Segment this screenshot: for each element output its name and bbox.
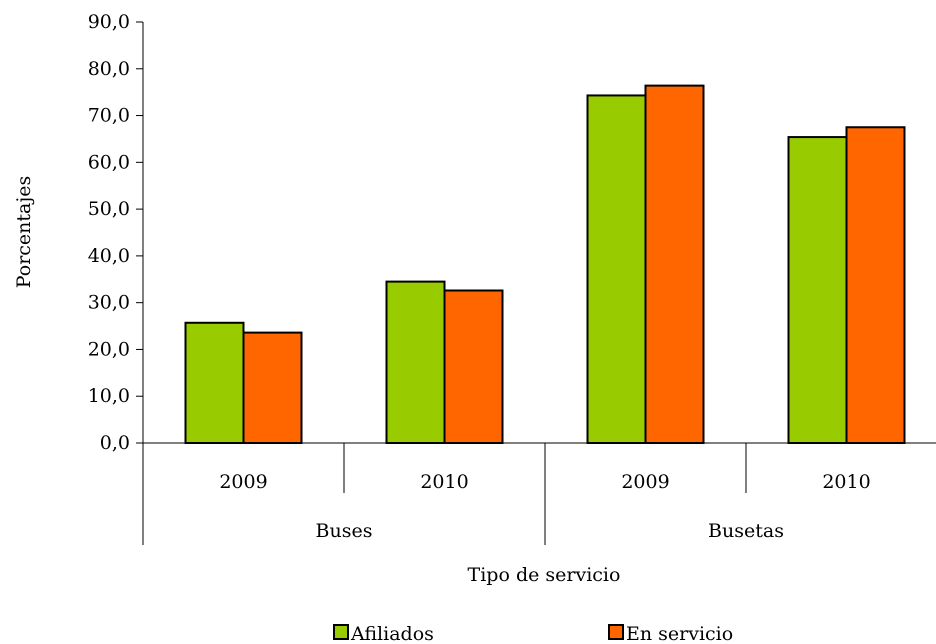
x-category-labels: 2009 2010 2009 2010 Buses Busetas xyxy=(219,471,870,542)
bar-afiliados-3 xyxy=(586,94,647,445)
y-tick-label: 0,0 xyxy=(100,432,130,454)
y-axis-title: Porcentajes xyxy=(13,176,35,289)
y-tick-label: 60,0 xyxy=(88,151,130,173)
bar-en-servicio-4 xyxy=(845,126,906,444)
x-category-label: 2009 xyxy=(621,471,669,493)
x-axis-title: Tipo de servicio xyxy=(468,564,621,586)
legend-swatch xyxy=(333,624,349,640)
x-group-label: Busetas xyxy=(708,520,784,542)
bars xyxy=(184,84,906,445)
legend-swatch xyxy=(608,624,624,640)
y-tick-label: 80,0 xyxy=(88,58,130,80)
legend-label: Afiliados xyxy=(350,623,434,644)
legend-label: En servicio xyxy=(626,623,733,644)
y-tick-label: 50,0 xyxy=(88,198,130,220)
bar-en-servicio-2 xyxy=(443,289,504,445)
y-tick-label: 70,0 xyxy=(88,105,130,127)
y-tick-labels: 0,0 10,0 20,0 30,0 40,0 50,0 60,0 70,0 80,0 90,0 xyxy=(88,11,143,454)
x-category-label: 2010 xyxy=(420,471,468,493)
bar-afiliados-2 xyxy=(385,280,446,444)
legend: Afiliados En servicio xyxy=(333,623,733,644)
bar-en-servicio-1 xyxy=(242,331,303,444)
y-tick-label: 30,0 xyxy=(88,292,130,314)
bar-en-servicio-3 xyxy=(644,84,705,445)
bar-afiliados-4 xyxy=(787,136,848,444)
y-tick-label: 40,0 xyxy=(88,245,130,267)
y-tick-label: 20,0 xyxy=(88,338,130,360)
x-category-label: 2010 xyxy=(822,471,870,493)
y-tick-label: 10,0 xyxy=(88,385,130,407)
x-category-label: 2009 xyxy=(219,471,267,493)
x-group-label: Buses xyxy=(316,520,373,542)
bar-afiliados-1 xyxy=(184,321,245,444)
y-tick-label: 90,0 xyxy=(88,11,130,33)
